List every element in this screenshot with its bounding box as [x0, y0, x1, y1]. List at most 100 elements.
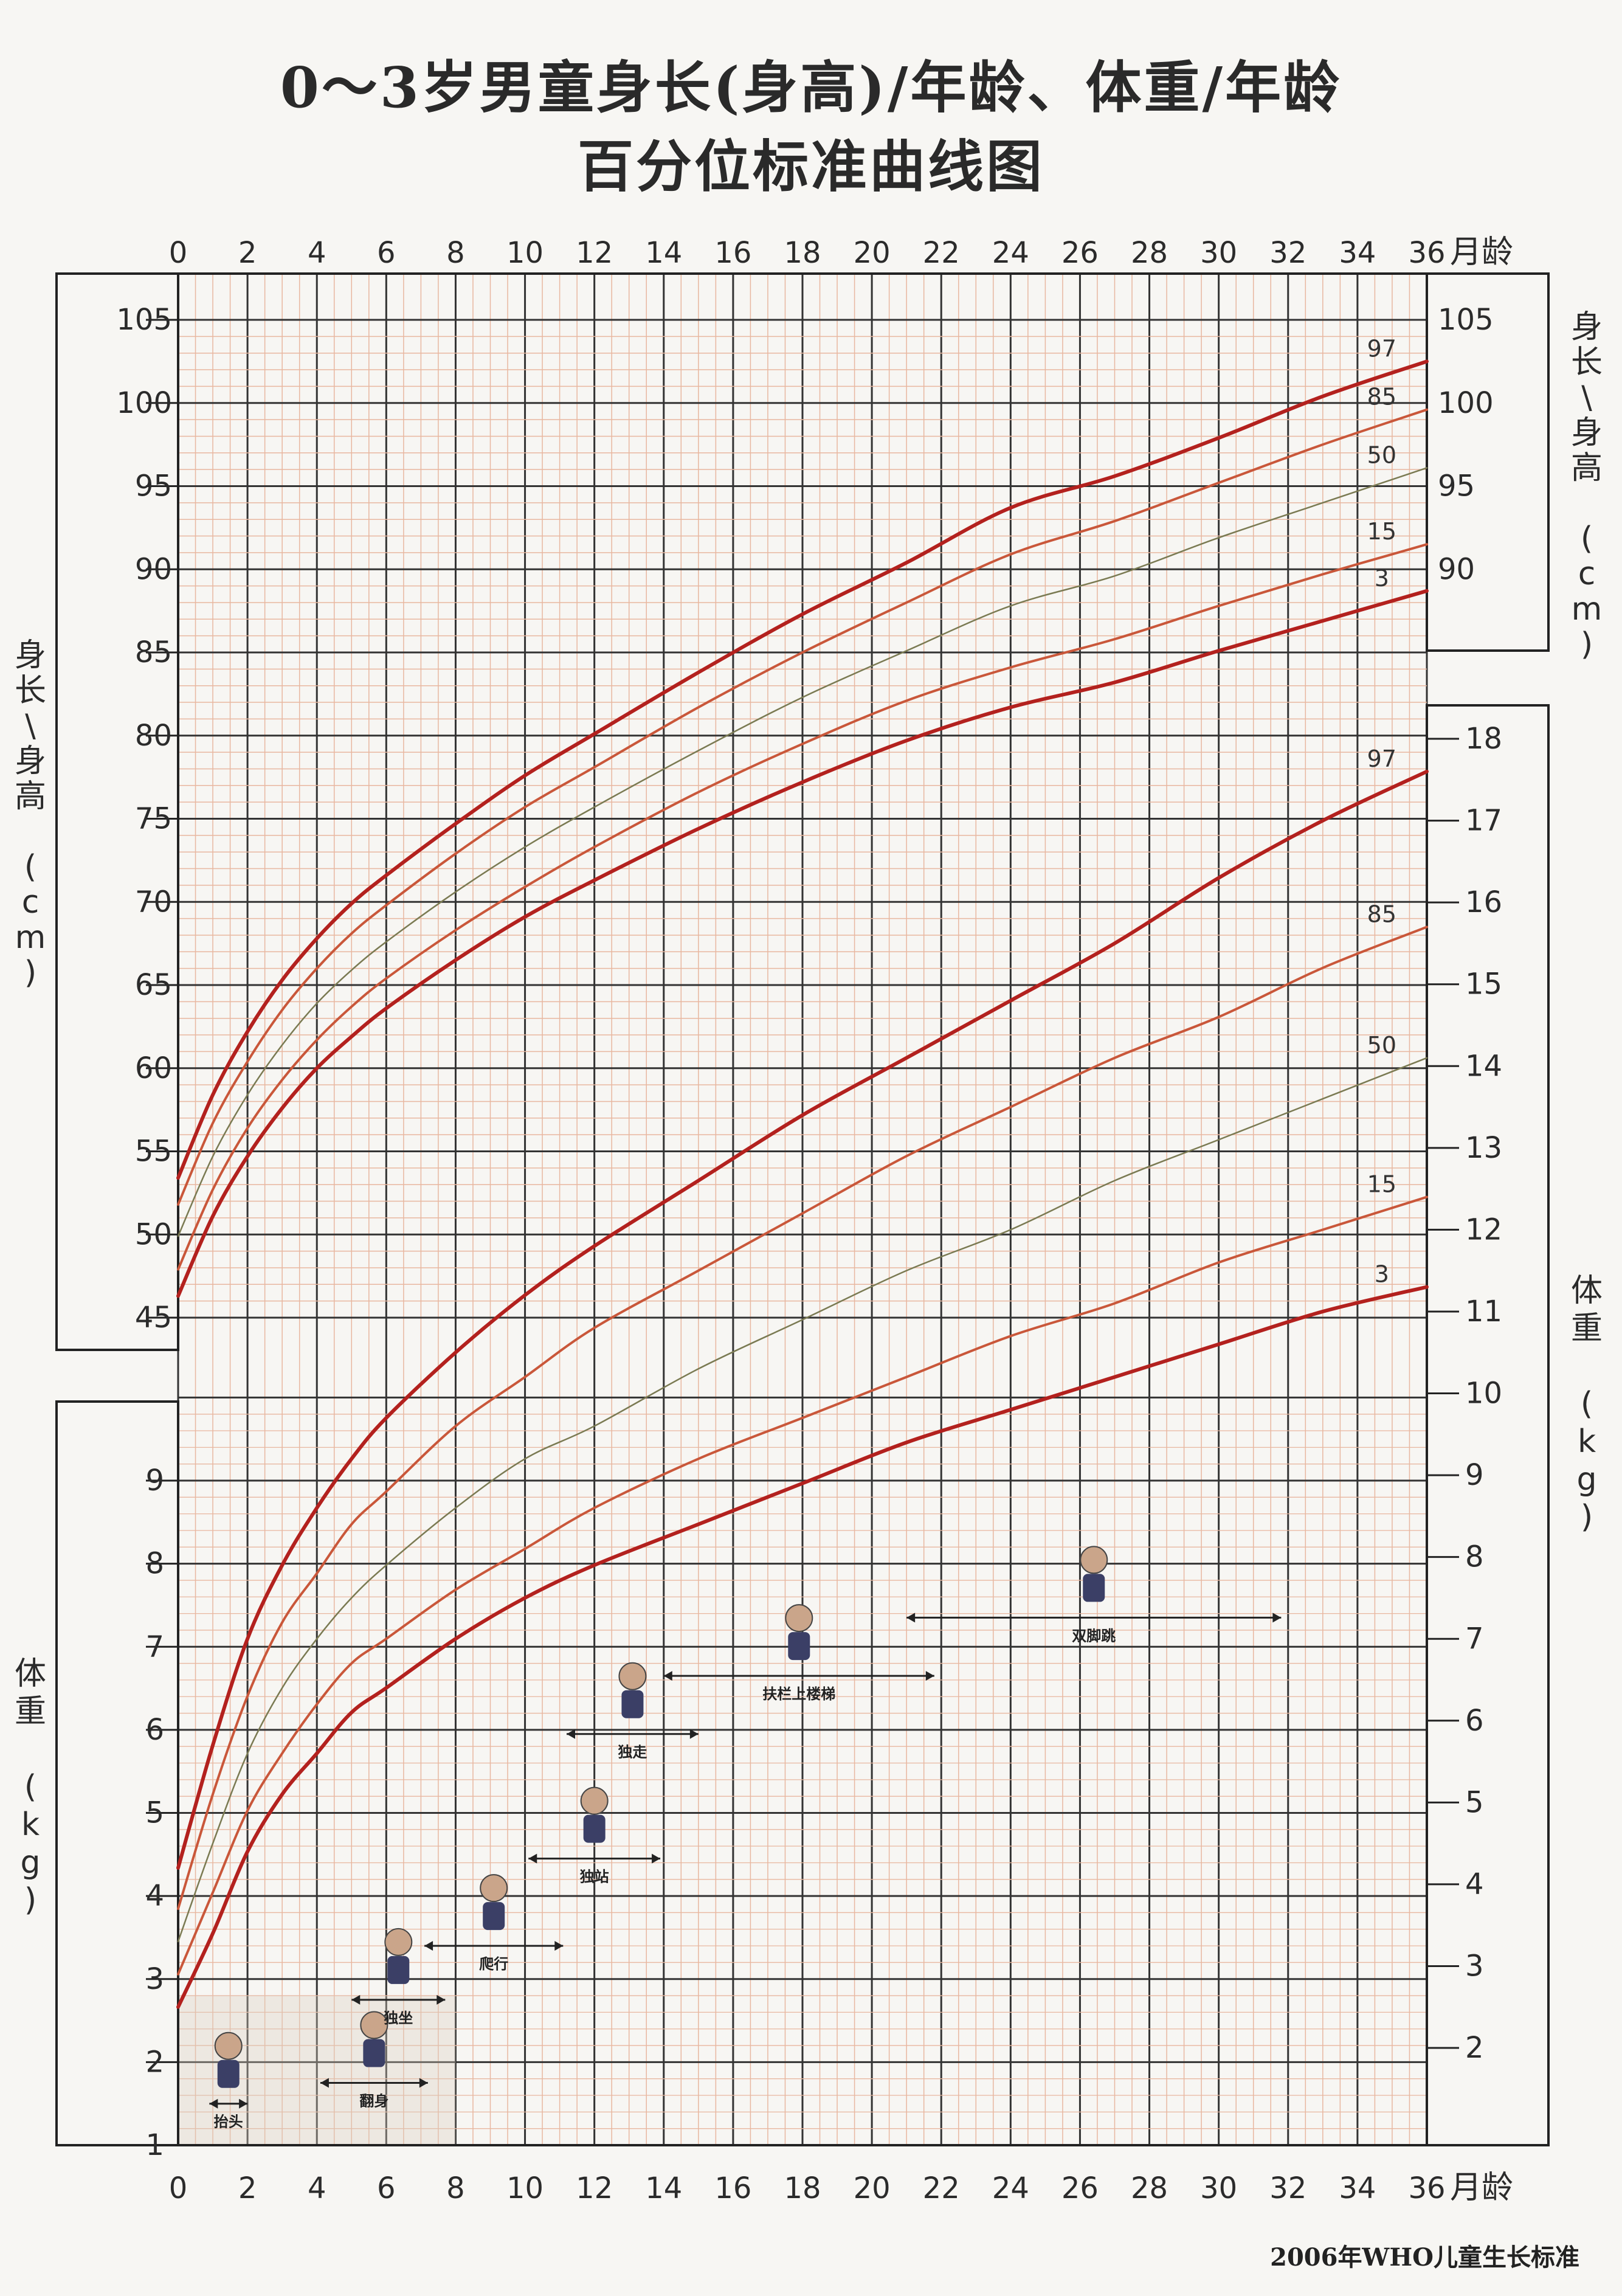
length-axis-title-right-char: m	[1572, 591, 1603, 628]
x-tick-bottom: 18	[784, 2171, 821, 2205]
x-tick-top: 26	[1061, 236, 1099, 270]
weight-axis-title-left-char: (	[24, 1769, 36, 1805]
x-tick-bottom: 22	[923, 2171, 960, 2205]
right-weight-axis-box	[1426, 704, 1550, 2146]
milestone-arrow-right	[689, 1729, 699, 1739]
length-label-p50: 50	[1367, 441, 1396, 468]
length-axis-title-left-char: (	[24, 849, 36, 885]
child-figure-body	[387, 1955, 410, 1984]
x-tick-top: 22	[923, 236, 960, 270]
x-tick-bottom: 16	[714, 2171, 751, 2205]
weight-ytick-right: 13	[1465, 1131, 1502, 1165]
milestone-arrow-right	[419, 2078, 428, 2088]
milestone-label: 独坐	[384, 2010, 413, 2027]
length-ytick-left: 85	[135, 635, 172, 669]
weight-axis-title-right-char: )	[1581, 1499, 1593, 1535]
weight-label-p85: 85	[1367, 901, 1396, 927]
milestone-arrow-left	[663, 1671, 672, 1681]
weight-axis-title-right: 体重 (kg)	[1571, 1273, 1603, 1535]
left-length-axis-box	[55, 272, 179, 1351]
weight-ytick-left: 7	[145, 1630, 164, 1664]
milestone-label: 独走	[618, 1744, 647, 1761]
milestone-arrow-left	[528, 1853, 537, 1864]
milestone-label: 独站	[580, 1869, 609, 1886]
weight-ytick-left: 9	[145, 1464, 164, 1498]
right-length-axis-box	[1426, 272, 1550, 652]
child-figure-icon	[580, 1786, 609, 1815]
milestone-arrow-right	[437, 1994, 446, 2005]
weight-axis-title-right-char: 重	[1571, 1310, 1603, 1347]
child-figure-icon	[785, 1604, 813, 1633]
weight-ytick-right: 6	[1465, 1704, 1484, 1738]
weight-ytick-right: 3	[1465, 1949, 1484, 1983]
child-figure-icon	[618, 1662, 647, 1690]
length-axis-title-left-char: 身	[15, 743, 46, 780]
milestone-label: 抬头	[214, 2114, 243, 2131]
milestone-label: 双脚跳	[1072, 1627, 1116, 1644]
length-ytick-right: 95	[1438, 469, 1475, 503]
milestone: 独站	[528, 1786, 661, 1886]
child-figure-body	[217, 2059, 240, 2088]
x-tick-top: 6	[377, 236, 396, 270]
chart-title-line1: 0～3岁男童身长(身高)/年龄、体重/年龄	[280, 55, 1342, 120]
source-note: 2006年WHO儿童生长标准	[1270, 2243, 1579, 2272]
length-ytick-left: 60	[135, 1051, 172, 1085]
x-tick-top: 34	[1339, 236, 1376, 270]
milestone-arrow-right	[1272, 1613, 1282, 1623]
x-tick-bottom: 12	[576, 2171, 613, 2205]
weight-ytick-right: 8	[1465, 1540, 1484, 1574]
x-unit-top: 月龄	[1450, 234, 1513, 271]
length-axis-title-left-char: c	[22, 884, 40, 921]
weight-label-p50: 50	[1367, 1032, 1396, 1059]
child-figure-icon	[480, 1874, 508, 1903]
x-tick-top: 20	[854, 236, 891, 270]
x-tick-bottom: 26	[1061, 2171, 1099, 2205]
weight-ytick-right: 14	[1465, 1049, 1502, 1083]
x-tick-top: 18	[784, 236, 821, 270]
weight-ytick-left: 3	[145, 1962, 164, 1996]
x-tick-bottom: 32	[1269, 2171, 1306, 2205]
x-tick-top: 24	[992, 236, 1029, 270]
length-axis-title-left-char: 高	[15, 778, 46, 815]
weight-axis-title-left: 体重 (kg)	[15, 1656, 46, 1918]
length-axis-title-left-char: )	[24, 955, 36, 991]
x-tick-top: 16	[714, 236, 751, 270]
child-figure-body	[621, 1690, 644, 1718]
length-ytick-left: 50	[135, 1217, 172, 1251]
length-axis-title-left-char: 身	[15, 637, 46, 674]
child-figure-body	[483, 1902, 505, 1931]
x-tick-top: 2	[238, 236, 257, 270]
milestone-arrow-left	[424, 1941, 433, 1951]
x-tick-top: 4	[308, 236, 326, 270]
milestone-arrow-left	[906, 1613, 916, 1623]
weight-label-p15: 15	[1367, 1171, 1396, 1198]
weight-label-p3: 3	[1375, 1261, 1389, 1288]
length-axis-title-left-char: 长	[15, 673, 46, 709]
weight-axis-title-right-char: 体	[1571, 1273, 1603, 1309]
x-tick-bottom: 30	[1200, 2171, 1237, 2205]
weight-series-p85	[177, 925, 1428, 1910]
weight-ytick-right: 17	[1465, 804, 1502, 838]
milestone-arrow-left	[320, 2078, 329, 2088]
weight-axis-title-right-char: k	[1578, 1423, 1596, 1460]
length-ytick-left: 90	[135, 552, 172, 586]
length-axis-title-right-char: (	[1581, 520, 1593, 557]
milestone-arrow-right	[652, 1853, 661, 1864]
length-series-p97	[176, 359, 1429, 1180]
length-axis-title-right-char: 高	[1571, 450, 1603, 486]
weight-ytick-right: 5	[1465, 1785, 1484, 1819]
weight-axis-title-left-char: g	[20, 1844, 40, 1881]
child-figure-icon	[1080, 1546, 1108, 1574]
weight-axis-title-left-char: )	[24, 1882, 36, 1918]
length-label-p97: 97	[1367, 335, 1396, 362]
length-axis-title-left: 身长\身高(cm)	[15, 637, 46, 991]
child-figure-icon	[360, 2011, 388, 2039]
x-tick-bottom: 2	[238, 2171, 257, 2205]
weight-ytick-right: 4	[1465, 1867, 1484, 1901]
milestone-label: 扶栏上楼梯	[762, 1686, 835, 1703]
weight-axis-title-right-char: (	[1581, 1386, 1593, 1422]
length-axis-title-right-char: 长	[1571, 344, 1603, 381]
x-tick-bottom: 34	[1339, 2171, 1376, 2205]
x-tick-bottom: 36	[1408, 2171, 1445, 2205]
